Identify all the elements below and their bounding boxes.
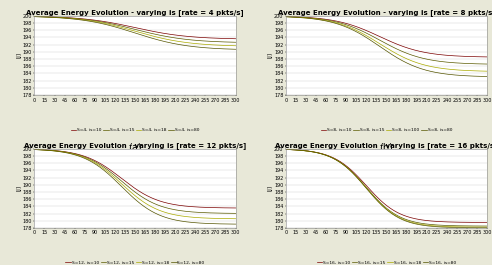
Legend: S=16, is=10, S=16, is=15, S=16, is=18, S=16, is=80: S=16, is=10, S=16, is=15, S=16, is=18, S…	[315, 259, 458, 265]
Y-axis label: [J]: [J]	[268, 185, 273, 191]
Y-axis label: [J]: [J]	[268, 52, 273, 59]
Y-axis label: [J]: [J]	[16, 52, 21, 59]
Title: Average Energy Evolution - varying is [rate = 12 pkts/s]: Average Energy Evolution - varying is [r…	[24, 142, 246, 149]
Text: (a): (a)	[128, 143, 142, 152]
Title: Average Energy Evolution - varying is [rate = 8 pkts/s]: Average Energy Evolution - varying is [r…	[278, 9, 492, 16]
Text: (b): (b)	[379, 143, 394, 152]
Legend: S=12, is=10, S=12, is=15, S=12, is=18, S=12, is=80: S=12, is=10, S=12, is=15, S=12, is=18, S…	[63, 259, 207, 265]
Legend: S=8, is=10, S=8, is=15, S=8, is=100, S=8, is=80: S=8, is=10, S=8, is=15, S=8, is=100, S=8…	[319, 126, 454, 134]
Title: Average Energy Evolution - varying is [rate = 4 pkts/s]: Average Energy Evolution - varying is [r…	[26, 9, 244, 16]
Title: Average Energy Evolution - varying is [rate = 16 pkts/s]: Average Energy Evolution - varying is [r…	[276, 142, 492, 149]
Y-axis label: [J]: [J]	[16, 185, 21, 191]
Legend: S=4, is=10, S=4, is=15, S=4, is=18, S=4, is=80: S=4, is=10, S=4, is=15, S=4, is=18, S=4,…	[69, 126, 201, 134]
